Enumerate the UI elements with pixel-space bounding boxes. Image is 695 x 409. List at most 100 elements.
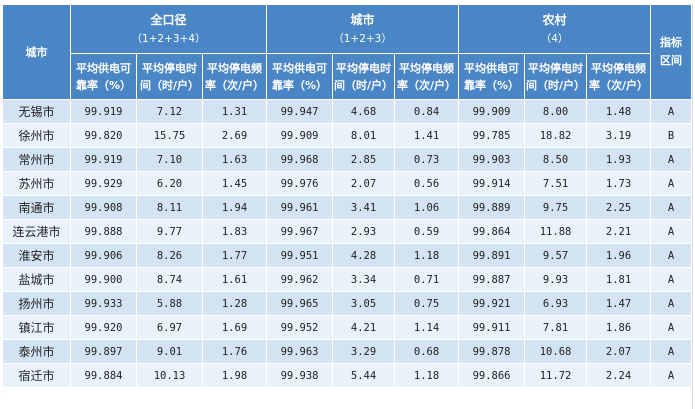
metric-line2: 靠率（%）	[464, 78, 520, 92]
metric-header-outage-frequency: 平均停电频率（次/户）	[586, 53, 652, 100]
metric-header-outage-time: 平均停电时 间（时/户）	[524, 53, 588, 100]
metric-line2: 间（时/户）	[139, 78, 200, 92]
value-cell: 2.85	[332, 147, 396, 172]
value-cell: 1.63	[201, 147, 268, 172]
value-cell: 8.74	[136, 267, 203, 292]
value-cell: 9.77	[136, 219, 203, 244]
city-cell: 镇江市	[2, 315, 71, 340]
city-cell: 扬州市	[2, 291, 71, 316]
value-cell: 7.81	[524, 315, 588, 340]
value-cell: 2.07	[332, 171, 396, 196]
header-group-row: 城市 全口径 （1+2+3+4） 城市 （1+2+3） 农村 （4） 指标区间	[2, 4, 693, 100]
value-cell: 99.968	[266, 147, 334, 172]
value-cell: 5.44	[332, 363, 396, 388]
value-cell: 99.919	[70, 99, 137, 124]
metric-line1: 平均供电可	[464, 61, 520, 75]
value-cell: 9.01	[136, 339, 203, 364]
table-row: 淮安市 99.906 8.26 1.77 99.951 4.28 1.18 99.891 9.5…	[2, 243, 693, 268]
group-subtitle: （1+2+3+4）	[131, 33, 206, 45]
value-cell: 3.29	[332, 339, 396, 364]
city-cell: 南通市	[2, 195, 71, 220]
value-cell: 1.77	[201, 243, 268, 268]
indicator-level-cell: A	[650, 99, 693, 124]
value-cell: 2.24	[586, 363, 652, 388]
metric-line2: 间（时/户）	[526, 78, 586, 92]
value-cell: 99.884	[70, 363, 137, 388]
value-cell: 3.05	[332, 291, 396, 316]
table-row: 苏州市 99.929 6.20 1.45 99.976 2.07 0.56 99.914 7.5…	[2, 171, 693, 196]
value-cell: 99.785	[458, 123, 526, 148]
table-row: 连云港市 99.888 9.77 1.83 99.967 2.93 0.59 99.864 11…	[2, 219, 693, 244]
indicator-level-cell: A	[650, 363, 693, 388]
value-cell: 4.28	[332, 243, 396, 268]
value-cell: 1.31	[201, 99, 268, 124]
table-row: 南通市 99.908 8.11 1.94 99.961 3.41 1.06 99.889 9.7…	[2, 195, 693, 220]
value-cell: 6.93	[524, 291, 588, 316]
group-title: 城市	[350, 13, 375, 27]
group-subtitle: （4）	[540, 33, 569, 45]
metric-header-availability: 平均供电可靠率（%）	[458, 53, 526, 100]
value-cell: 1.18	[394, 363, 460, 388]
value-cell: 99.967	[266, 219, 334, 244]
indicator-level-cell: A	[650, 339, 693, 364]
value-cell: 99.929	[70, 171, 137, 196]
right-border-line	[692, 4, 693, 409]
group-header-urban: 城市 （1+2+3）	[266, 4, 460, 54]
value-cell: 1.41	[394, 123, 460, 148]
indicator-level-cell: A	[650, 219, 693, 244]
value-cell: 0.56	[394, 171, 460, 196]
value-cell: 9.93	[524, 267, 588, 292]
group-title: 全口径	[150, 13, 187, 27]
table-body: 无锡市 99.919 7.12 1.31 99.947 4.68 0.84 99.909 8.0…	[2, 99, 693, 388]
value-cell: 1.47	[586, 291, 652, 316]
value-cell: 1.86	[586, 315, 652, 340]
value-cell: 0.75	[394, 291, 460, 316]
metric-line1: 平均停电频	[207, 61, 263, 75]
group-subtitle: （1+2+3）	[333, 33, 392, 45]
value-cell: 99.965	[266, 291, 334, 316]
power-reliability-table: 城市 全口径 （1+2+3+4） 城市 （1+2+3） 农村 （4） 指标区间	[2, 4, 693, 388]
value-cell: 99.866	[458, 363, 526, 388]
value-cell: 2.69	[201, 123, 268, 148]
metric-line1: 平均停电频	[591, 61, 647, 75]
value-cell: 1.18	[394, 243, 460, 268]
value-cell: 0.73	[394, 147, 460, 172]
value-cell: 1.69	[201, 315, 268, 340]
value-cell: 1.61	[201, 267, 268, 292]
value-cell: 99.963	[266, 339, 334, 364]
city-cell: 盐城市	[2, 267, 71, 292]
value-cell: 9.75	[524, 195, 588, 220]
city-cell: 淮安市	[2, 243, 71, 268]
table-row: 扬州市 99.933 5.88 1.28 99.965 3.05 0.75 99.921 6.9…	[2, 291, 693, 316]
value-cell: 99.914	[458, 171, 526, 196]
value-cell: 9.57	[524, 243, 588, 268]
value-cell: 99.900	[70, 267, 137, 292]
value-cell: 6.20	[136, 171, 203, 196]
metric-header-outage-time: 平均停电时 间（时/户）	[332, 53, 396, 100]
metric-header-outage-frequency: 平均停电频 率（次/户）	[394, 53, 460, 100]
city-cell: 徐州市	[2, 123, 71, 148]
indicator-level-cell: A	[650, 171, 693, 196]
indicator-column-header: 指标区间	[650, 4, 693, 100]
metric-header-outage-frequency: 平均停电频 率（次/户）	[201, 53, 268, 100]
table-row: 徐州市 99.820 15.75 2.69 99.909 8.01 1.41 99.785 18…	[2, 123, 693, 148]
city-cell: 苏州市	[2, 171, 71, 196]
metric-header-availability: 平均供电可 靠率（%）	[70, 53, 137, 100]
value-cell: 8.50	[524, 147, 588, 172]
metric-line2: 率（次/户）	[589, 78, 649, 92]
table-row: 泰州市 99.897 9.01 1.76 99.963 3.29 0.68 99.878 10.…	[2, 339, 693, 364]
value-cell: 1.81	[586, 267, 652, 292]
value-cell: 3.34	[332, 267, 396, 292]
table-row: 盐城市 99.900 8.74 1.61 99.962 3.34 0.71 99.887 9.9…	[2, 267, 693, 292]
value-cell: 99.911	[458, 315, 526, 340]
metric-line1: 平均停电频	[399, 61, 455, 75]
indicator-level-cell: A	[650, 243, 693, 268]
value-cell: 11.88	[524, 219, 588, 244]
city-cell: 连云港市	[2, 219, 71, 244]
value-cell: 99.952	[266, 315, 334, 340]
value-cell: 99.891	[458, 243, 526, 268]
header-metric-row: 平均供电可 靠率（%） 平均停电时 间（时/户） 平均停电频 率（次/户） 平均供电可…	[3, 53, 692, 100]
city-cell: 无锡市	[2, 99, 71, 124]
value-cell: 11.72	[524, 363, 588, 388]
value-cell: 99.920	[70, 315, 137, 340]
